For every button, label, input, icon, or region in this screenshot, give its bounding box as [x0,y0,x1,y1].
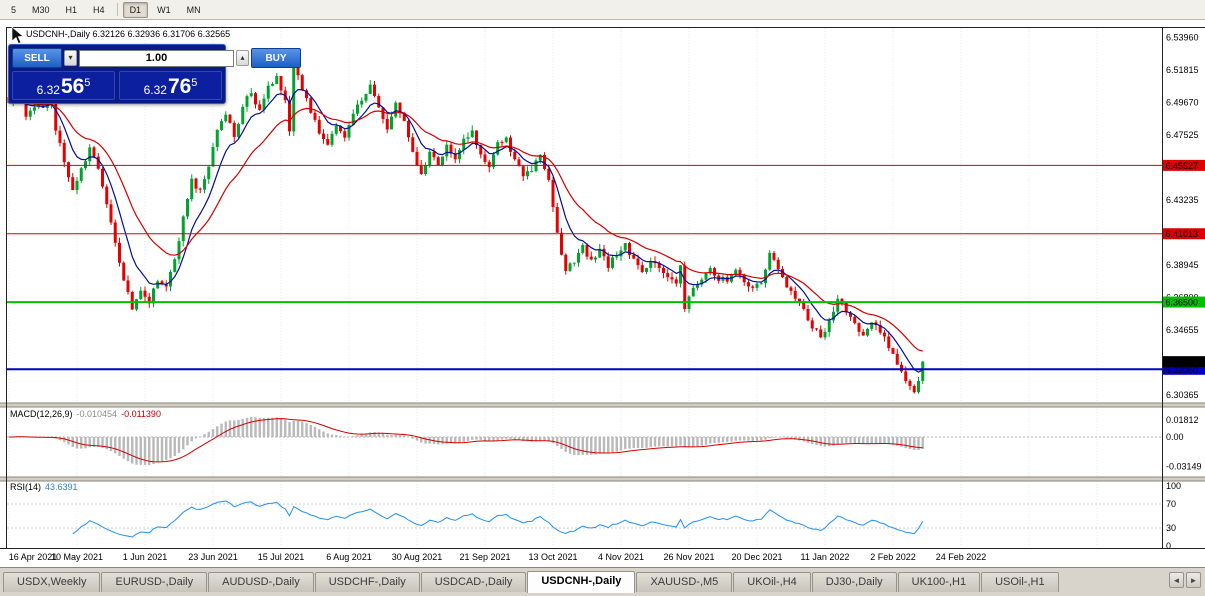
macd-pane [7,417,1162,466]
mouse-cursor-icon [11,26,24,44]
svg-text:6.34655: 6.34655 [1166,325,1199,335]
macd-axis: 0.01812 0.00 -0.03149 [1166,415,1202,471]
chart-canvas[interactable]: 6.539606.518156.496706.475256.453806.432… [0,0,1205,567]
date-label: 6 Aug 2021 [326,552,372,562]
chart-tab-usoil-h1[interactable]: USOil-,H1 [981,572,1059,592]
buy-price-display[interactable]: 6.32 76 5 [119,71,222,100]
svg-text:0.01812: 0.01812 [1166,415,1199,425]
date-label: 10 May 2021 [51,552,103,562]
timeframe-button-5[interactable]: 5 [11,4,17,15]
svg-text:0.00: 0.00 [1166,432,1184,442]
svg-text:6.43235: 6.43235 [1166,195,1199,205]
price-axis: 6.539606.518156.496706.475256.453806.432… [1166,33,1199,400]
svg-text:100: 100 [1166,481,1181,491]
volume-decrease-icon[interactable]: ▾ [64,50,77,66]
svg-text:30: 30 [1166,523,1176,533]
candlesticks [7,58,925,394]
chart-tab-usdx-weekly[interactable]: USDX,Weekly [3,572,101,592]
timeframe-button-w1[interactable]: W1 [157,4,171,15]
chart-tab-uk100-h1[interactable]: UK100-,H1 [897,572,981,592]
date-label: 23 Jun 2021 [188,552,238,562]
buy-button[interactable]: BUY [251,48,301,68]
svg-text:6.36500: 6.36500 [1166,298,1199,308]
svg-text:6.38945: 6.38945 [1166,260,1199,270]
svg-text:6.32565: 6.32565 [1166,357,1199,367]
chart-tab-ukoil-h4[interactable]: UKOil-,H4 [733,572,811,592]
timeframe-button-d1[interactable]: D1 [122,1,149,18]
date-label: 30 Aug 2021 [392,552,443,562]
svg-text:6.51815: 6.51815 [1166,65,1199,75]
chart-tabbar: USDX,Weekly EURUSD-,Daily AUDUSD-,Daily USD… [0,567,1205,596]
grid-lines [8,28,1098,546]
date-label: 11 Jan 2022 [801,552,850,562]
tab-scroll-right-icon[interactable]: ► [1186,572,1201,588]
rsi-axis: 100 70 30 0 [1166,481,1181,551]
svg-text:6.41013: 6.41013 [1166,229,1199,239]
svg-text:6.30365: 6.30365 [1166,390,1199,400]
svg-text:6.32060: 6.32060 [1166,365,1199,375]
svg-text:-0.03149: -0.03149 [1166,461,1202,471]
symbol-ohlc-line: USDCNH-,Daily 6.32126 6.32936 6.31706 6.… [26,29,231,39]
svg-text:6.49670: 6.49670 [1166,98,1199,108]
chart-tab-usdcnh-daily[interactable]: USDCNH-,Daily [527,571,636,593]
svg-text:0: 0 [1166,541,1171,551]
chart-tab-dj30-daily[interactable]: DJ30-,Daily [811,572,897,592]
chart-tab-xauusd-m5[interactable]: XAUUSD-,M5 [636,572,733,592]
svg-text:6.53960: 6.53960 [1166,33,1199,43]
svg-text:6.47525: 6.47525 [1166,130,1199,140]
toolbar-divider [116,3,118,16]
date-label: 26 Nov 2021 [663,552,714,562]
date-label: 16 Apr 2021 [9,552,58,562]
date-label: 24 Feb 2022 [936,552,987,562]
date-label: 1 Jun 2021 [123,552,168,562]
macd-label: MACD(12,26,9) -0.010454 -0.011390 [10,409,161,419]
rsi-pane [7,500,1162,538]
svg-text:6.45527: 6.45527 [1166,161,1199,171]
chart-tab-eurusd-daily[interactable]: EURUSD-,Daily [101,572,208,592]
frame [0,27,1205,549]
sell-price-display[interactable]: 6.32 56 5 [12,71,115,100]
timeframe-button-h4[interactable]: H4 [93,4,105,15]
timeframe-button-group: 5 M30 H1 H4 D1 W1 MN [3,1,209,18]
date-label: 21 Sep 2021 [459,552,510,562]
sell-button[interactable]: SELL [12,48,62,68]
chart-tab-usdcad-daily[interactable]: USDCAD-,Daily [420,572,527,592]
rsi-label: RSI(14) 43.6391 [10,482,78,492]
tab-scroll-left-icon[interactable]: ◄ [1169,572,1184,588]
timeframe-button-mn[interactable]: MN [186,4,201,15]
volume-input[interactable] [79,49,234,67]
volume-increase-icon[interactable]: ▴ [236,50,249,66]
moving-averages [8,88,924,373]
level-lines [7,164,1162,371]
timeframe-button-m30[interactable]: M30 [32,4,50,15]
chart-tab-audusd-daily[interactable]: AUDUSD-,Daily [208,572,314,592]
date-label: 2 Feb 2022 [870,552,916,562]
date-label: 15 Jul 2021 [258,552,305,562]
timeframe-toolbar: 5 M30 H1 H4 D1 W1 MN [0,0,1205,20]
svg-text:70: 70 [1166,499,1176,509]
date-label: 13 Oct 2021 [528,552,577,562]
date-label: 4 Nov 2021 [598,552,644,562]
date-label: 20 Dec 2021 [731,552,782,562]
chart-tab-usdchf-daily[interactable]: USDCHF-,Daily [314,572,420,592]
timeframe-button-h1[interactable]: H1 [65,4,78,15]
